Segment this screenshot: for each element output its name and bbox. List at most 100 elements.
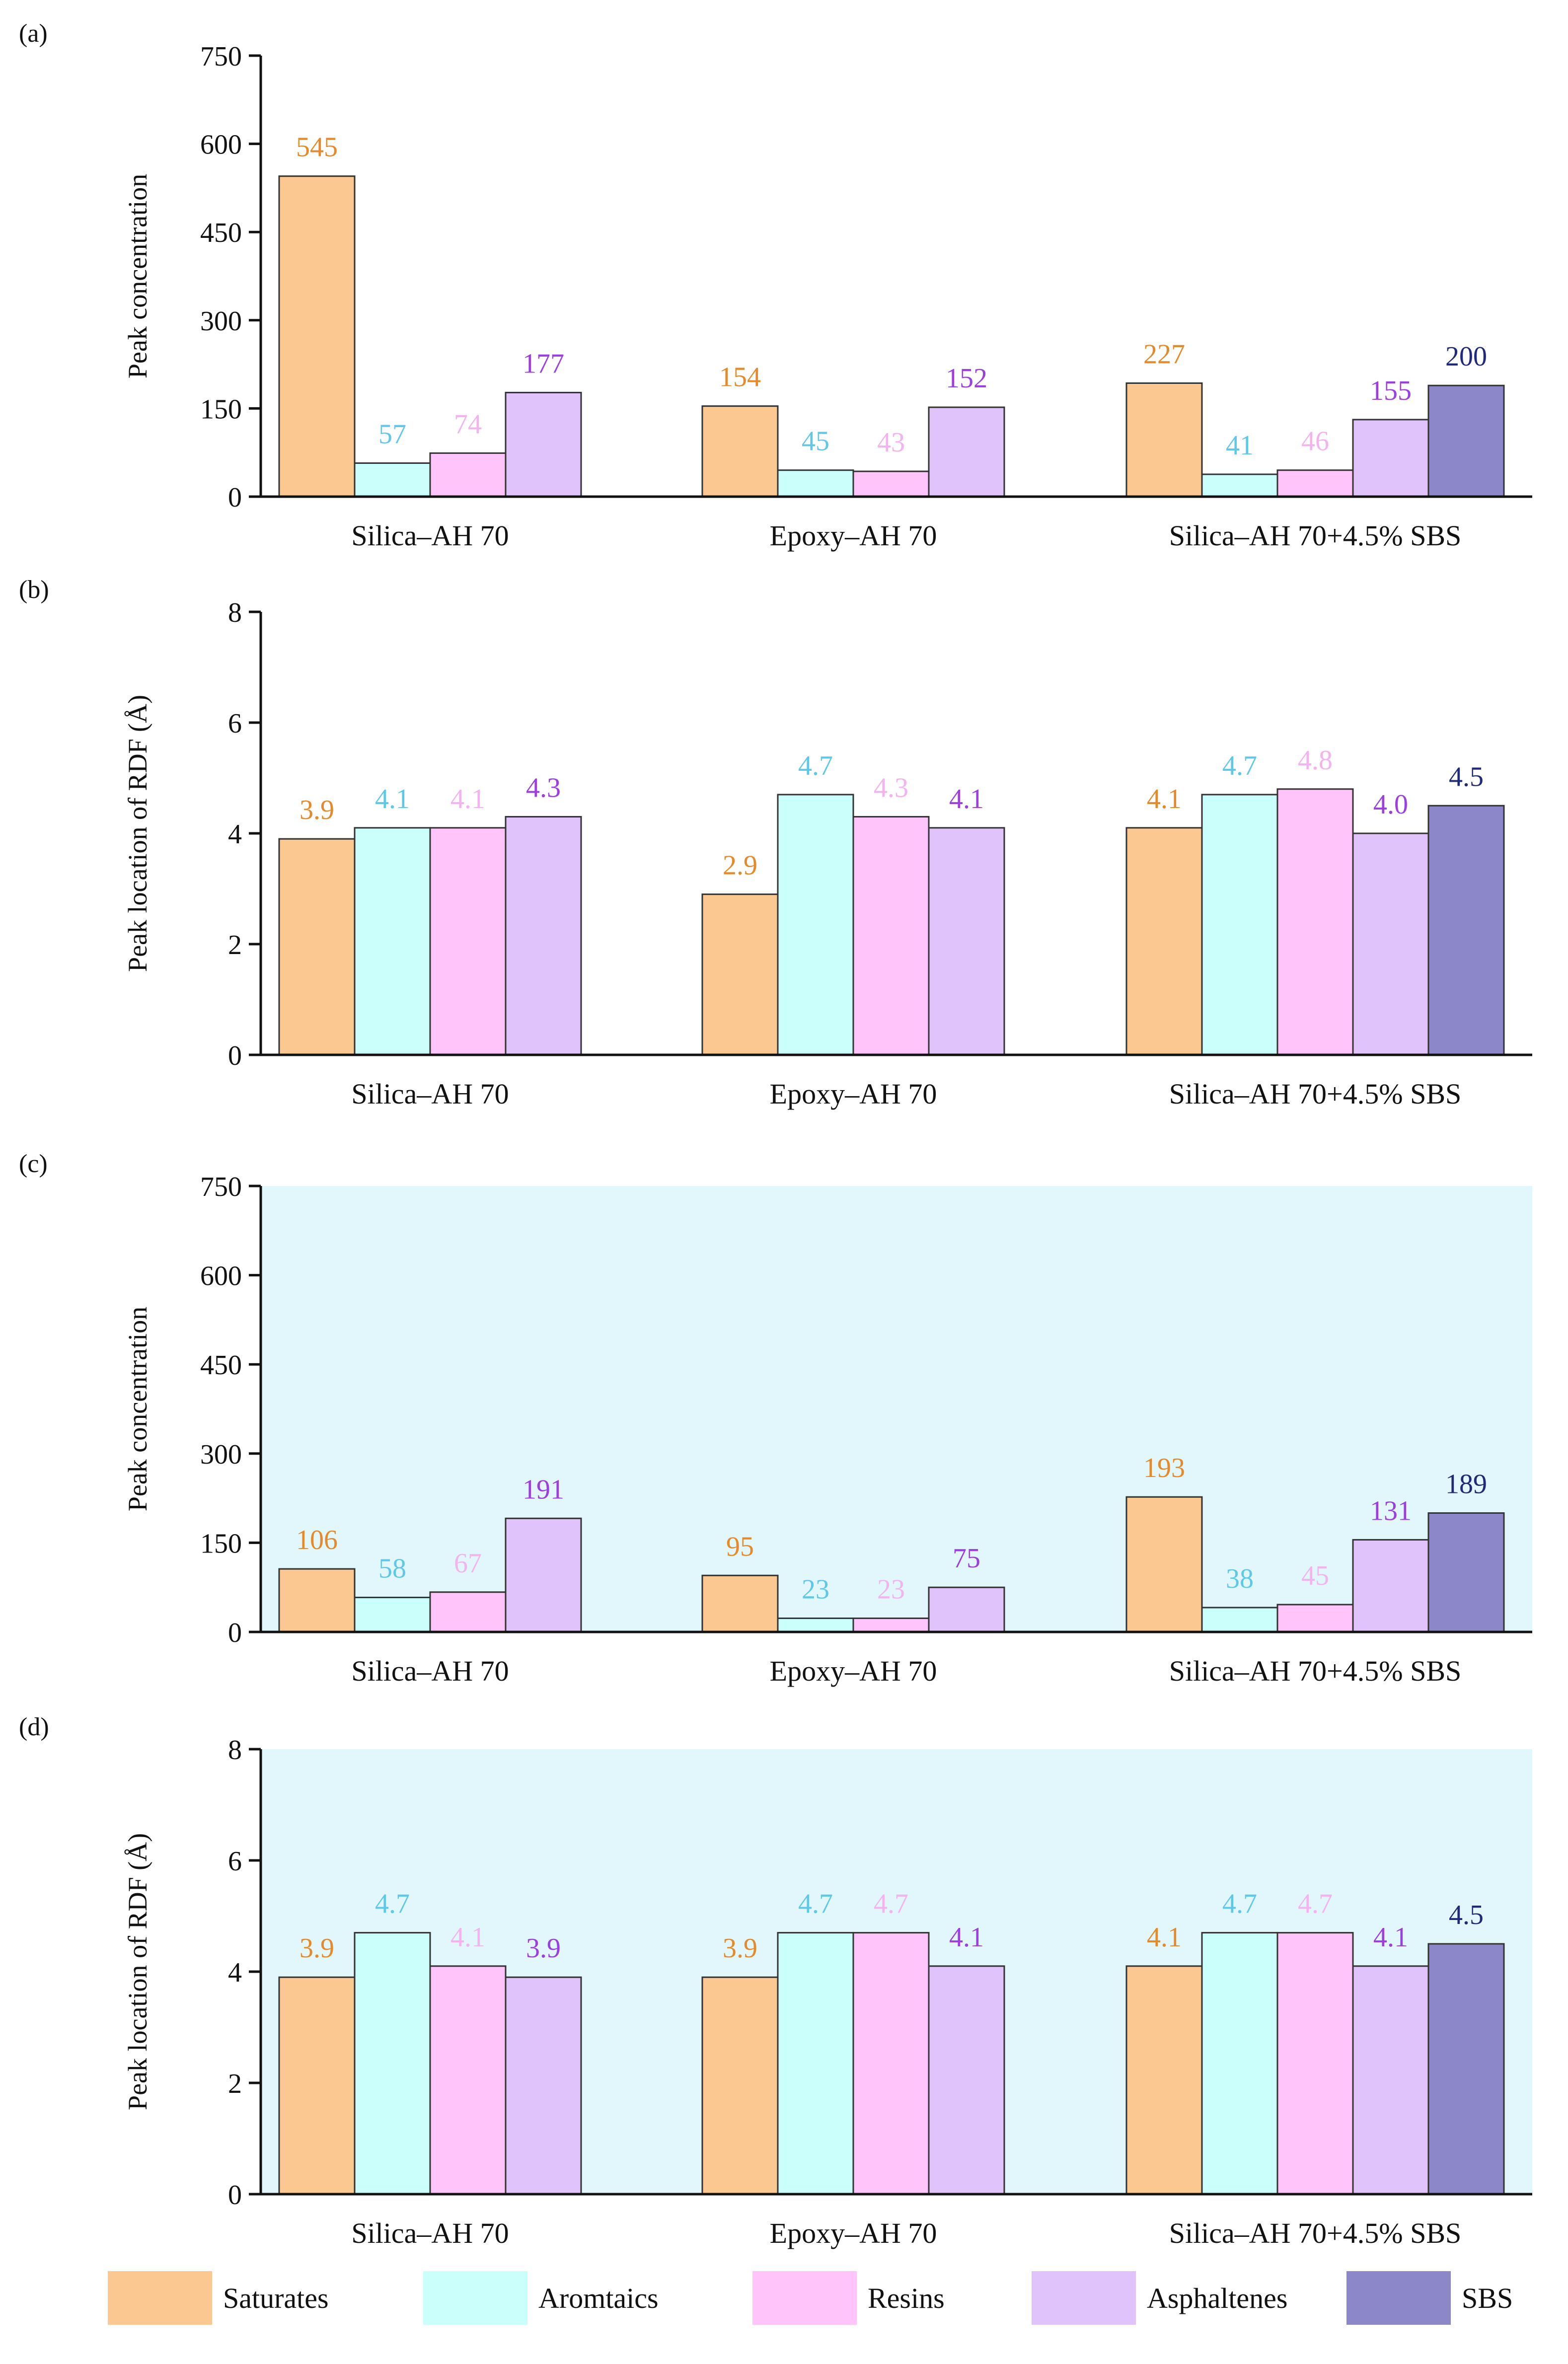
bar-saturates-1 bbox=[278, 1568, 356, 1633]
bar-aromtaics-2 bbox=[777, 1617, 854, 1633]
data-label: 95 bbox=[726, 1531, 754, 1562]
data-label: 57 bbox=[378, 419, 406, 450]
data-label: 227 bbox=[1143, 339, 1185, 369]
x-category-label: Silica–AH 70+4.5% SBS bbox=[1169, 2217, 1462, 2249]
data-label: 4.5 bbox=[1449, 1900, 1484, 1930]
data-label: 23 bbox=[877, 1574, 905, 1605]
data-label: 4.1 bbox=[949, 1922, 984, 1953]
panel-label: (c) bbox=[19, 1150, 48, 1178]
data-label: 4.5 bbox=[1449, 761, 1484, 792]
data-label: 67 bbox=[454, 1548, 482, 1579]
data-label: 4.1 bbox=[1147, 1922, 1182, 1953]
data-label: 3.9 bbox=[526, 1933, 561, 1964]
plot-background bbox=[261, 1186, 1532, 1632]
chart-panel-a: (a) 0 150 300 450 600 750 Peak concentration 545… bbox=[19, 19, 1532, 552]
data-label: 152 bbox=[946, 363, 987, 394]
y-tick-label: 300 bbox=[200, 1439, 242, 1470]
data-label: 75 bbox=[953, 1543, 980, 1574]
data-label: 154 bbox=[719, 362, 761, 393]
bar-sbs-3 bbox=[1427, 805, 1505, 1056]
bar-asphaltenes-2 bbox=[928, 406, 1005, 498]
bar-resins-1 bbox=[429, 1591, 507, 1633]
legend-item-sbs: SBS bbox=[1346, 2271, 1513, 2325]
data-label: 4.7 bbox=[1298, 1889, 1333, 1920]
data-label: 177 bbox=[523, 348, 564, 379]
data-label: 131 bbox=[1370, 1495, 1412, 1526]
data-label: 4.1 bbox=[450, 1922, 485, 1953]
legend: Saturates Aromtaics Resins Asphaltenes SBS bbox=[108, 2271, 1513, 2325]
data-label: 4.3 bbox=[874, 773, 908, 804]
y-tick-label: 150 bbox=[200, 394, 242, 425]
legend-label: Asphaltenes bbox=[1147, 2282, 1288, 2314]
bar-aromtaics-1 bbox=[354, 462, 431, 498]
y-axis-label: Peak concentration bbox=[123, 1307, 152, 1511]
bar-saturates-2 bbox=[701, 405, 779, 498]
bar-asphaltenes-2 bbox=[928, 1586, 1005, 1633]
bar-saturates-1 bbox=[278, 175, 356, 498]
bar-aromtaics-3 bbox=[1201, 473, 1278, 498]
bar-saturates-2 bbox=[701, 1976, 779, 2195]
chart-panel-c: (c) 0 150 300 450 600 750 Peak concentration 106… bbox=[19, 1150, 1532, 1687]
bar-resins-3 bbox=[1276, 1932, 1354, 2195]
data-label: 4.1 bbox=[450, 784, 485, 814]
y-axis-label: Peak location of RDF (Å) bbox=[123, 1833, 152, 2110]
y-tick-label: 8 bbox=[228, 597, 242, 628]
data-label: 3.9 bbox=[299, 795, 334, 825]
data-label: 38 bbox=[1226, 1563, 1254, 1594]
legend-label: Resins bbox=[868, 2282, 945, 2314]
bar-asphaltenes-1 bbox=[505, 816, 582, 1056]
y-tick-label: 6 bbox=[228, 1846, 242, 1877]
data-label: 74 bbox=[454, 409, 482, 440]
bar-sbs-3 bbox=[1427, 1512, 1505, 1633]
y-tick-label: 150 bbox=[200, 1528, 242, 1559]
data-label: 4.7 bbox=[1222, 750, 1257, 781]
bar-aromtaics-3 bbox=[1201, 794, 1278, 1056]
legend-item-aromtaics: Aromtaics bbox=[423, 2271, 659, 2325]
chart-panel-d: (d) 0 2 4 6 8 Peak location of RDF (Å) 3.9 4.7 4.… bbox=[19, 1713, 1532, 2249]
legend-swatch bbox=[1032, 2271, 1136, 2325]
bar-resins-1 bbox=[429, 1965, 507, 2195]
bar-resins-1 bbox=[429, 452, 507, 498]
chart-panel-b: (b) 0 2 4 6 8 Peak location of RDF (Å) 3.9 4.1 4.… bbox=[19, 576, 1532, 1110]
panel-label: (a) bbox=[19, 19, 48, 48]
y-tick-label: 600 bbox=[200, 130, 242, 160]
legend-swatch bbox=[752, 2271, 857, 2325]
data-label: 4.1 bbox=[375, 784, 410, 814]
x-category-label: Epoxy–AH 70 bbox=[770, 519, 937, 552]
y-tick-label: 450 bbox=[200, 218, 242, 248]
panel-label: (d) bbox=[19, 1713, 49, 1741]
legend-item-asphaltenes: Asphaltenes bbox=[1032, 2271, 1288, 2325]
data-label: 23 bbox=[802, 1574, 829, 1605]
bar-resins-2 bbox=[852, 1617, 930, 1633]
y-tick-label: 6 bbox=[228, 708, 242, 739]
legend-label: Saturates bbox=[223, 2282, 329, 2314]
x-category-label: Epoxy–AH 70 bbox=[770, 2217, 937, 2249]
data-label: 191 bbox=[523, 1474, 564, 1505]
legend-label: Aromtaics bbox=[538, 2282, 659, 2314]
bar-saturates-1 bbox=[278, 1976, 356, 2195]
data-label: 4.1 bbox=[949, 784, 984, 814]
bar-aromtaics-2 bbox=[777, 469, 854, 498]
bar-resins-2 bbox=[852, 470, 930, 498]
y-tick-label: 8 bbox=[228, 1735, 242, 1766]
data-label: 3.9 bbox=[299, 1933, 334, 1964]
x-category-label: Silica–AH 70+4.5% SBS bbox=[1169, 1655, 1462, 1687]
bar-asphaltenes-1 bbox=[505, 1517, 582, 1633]
y-tick-label: 2 bbox=[228, 2068, 242, 2099]
bar-aromtaics-2 bbox=[777, 794, 854, 1056]
y-tick-label: 4 bbox=[228, 1957, 242, 1988]
legend-swatch bbox=[108, 2271, 212, 2325]
y-tick-label: 450 bbox=[200, 1350, 242, 1381]
data-label: 58 bbox=[378, 1553, 406, 1584]
y-tick-label: 300 bbox=[200, 306, 242, 337]
data-label: 4.7 bbox=[798, 1889, 833, 1920]
legend-label: SBS bbox=[1462, 2282, 1513, 2314]
bar-asphaltenes-2 bbox=[928, 827, 1005, 1056]
x-category-label: Silica–AH 70+4.5% SBS bbox=[1169, 519, 1462, 552]
data-label: 200 bbox=[1445, 341, 1487, 372]
bar-resins-2 bbox=[852, 1932, 930, 2195]
bar-resins-1 bbox=[429, 827, 507, 1056]
data-label: 545 bbox=[296, 132, 338, 163]
data-label: 4.7 bbox=[798, 750, 833, 781]
y-tick-label: 600 bbox=[200, 1261, 242, 1292]
